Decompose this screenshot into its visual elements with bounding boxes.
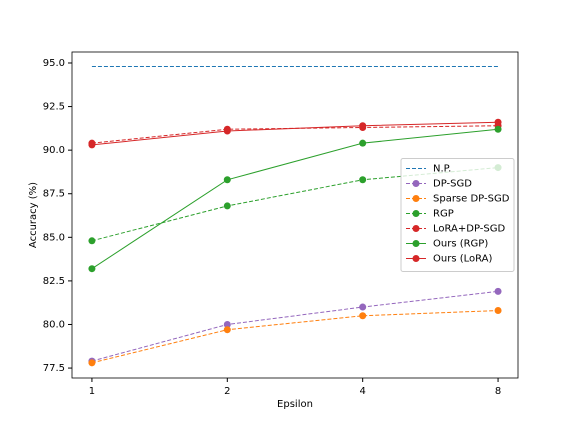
legend: N.P. DP-SGD Sparse DP-SGD RGP LoRA+DP-SGD Our… [400,158,515,272]
point [359,176,367,184]
legend-label: Ours (RGP) [433,239,488,250]
legend-marker [412,180,420,187]
point [494,125,502,133]
point [223,176,231,184]
legend-label: Sparse DP-SGD [433,194,510,205]
point [223,202,231,210]
legend-marker [412,240,420,247]
point [223,326,231,334]
point [223,320,231,328]
point [359,139,367,147]
point [494,287,502,295]
x-tick-label: 1 [89,386,95,397]
x-tick-label: 2 [224,386,230,397]
legend-box [400,158,515,272]
point [359,122,367,130]
y-tick-label: 87.5 [43,189,65,200]
legend-label: Ours (LoRA) [433,254,493,265]
legend-marker [412,195,420,202]
y-tick-label: 95.0 [43,58,65,69]
series-line [91,128,499,270]
point [88,237,96,245]
point [88,359,96,367]
y-tick-label: 90.0 [43,145,65,156]
point [88,141,96,149]
x-tick-label: 8 [495,386,501,397]
x-tick-label: 4 [359,386,365,397]
series-line [91,125,499,144]
point [359,312,367,320]
legend-marker [412,210,420,217]
series-line [91,310,499,364]
y-tick-label: 82.5 [43,276,65,287]
point [223,127,231,135]
legend-label: N.P. [433,164,451,175]
plot-frame [71,51,519,379]
y-tick-label: 77.5 [43,363,65,374]
point [494,118,502,126]
legend-label: LoRA+DP-SGD [433,224,505,235]
legend-label: RGP [433,209,454,220]
y-axis-label: Accuracy (%) [28,182,39,248]
y-tick-label: 92.5 [43,102,65,113]
legend-marker [412,255,420,262]
series-line [91,290,499,362]
x-axis-label: Epsilon [277,399,313,410]
series-line [91,121,499,146]
point [88,265,96,273]
legend-label: DP-SGD [433,179,472,190]
y-tick-label: 85.0 [43,232,65,243]
point [494,307,502,315]
legend-marker [412,225,420,232]
point [359,303,367,311]
y-tick-label: 80.0 [43,319,65,330]
